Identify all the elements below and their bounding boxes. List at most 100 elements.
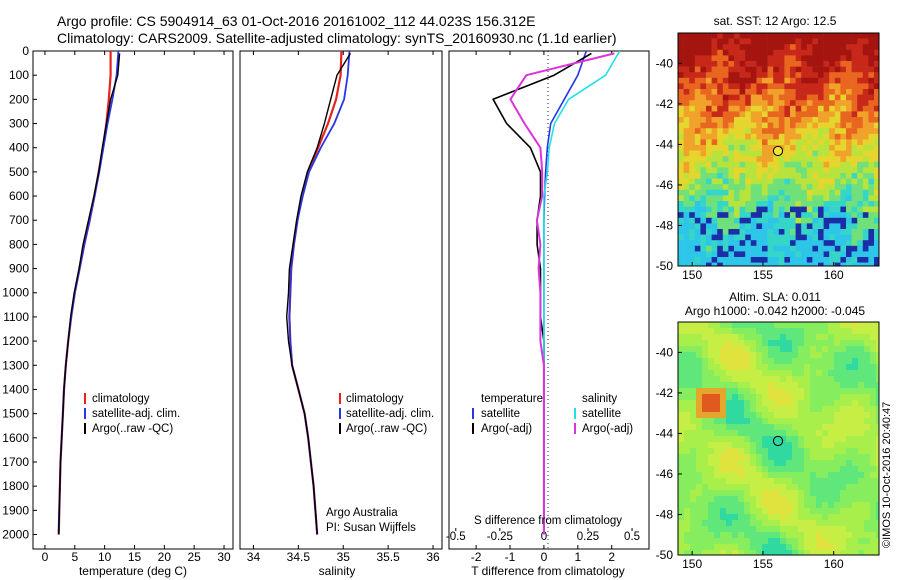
sla-cell [690, 424, 697, 431]
sst-cell [700, 139, 707, 146]
sla-cell [684, 526, 691, 533]
sla-cell [696, 550, 703, 556]
sla-cell [822, 340, 829, 347]
sla-cell [696, 400, 703, 407]
sst-cell [762, 262, 768, 267]
sst-cell [857, 234, 864, 241]
sla-cell [876, 496, 880, 503]
sst-cell [806, 128, 813, 135]
sst-cell [745, 217, 752, 224]
sla-cell [726, 436, 733, 443]
sst-cell [829, 38, 836, 45]
sla-cell [714, 520, 721, 527]
sst-cell [806, 173, 813, 179]
sla-cell [774, 484, 781, 491]
sla-cell [810, 430, 817, 437]
sst-cell [762, 44, 768, 51]
difference-line-2 [543, 50, 621, 535]
sst-cell [767, 89, 774, 95]
sla-cell [708, 352, 715, 359]
sla-cell [810, 550, 817, 556]
sla-cell [702, 442, 709, 449]
sst-cell [857, 223, 864, 230]
temperature-legend-climatology: climatology [92, 393, 150, 405]
sla-cell [870, 334, 877, 341]
sst-cell [694, 89, 701, 95]
sla-cell [714, 448, 721, 455]
sst-cell [756, 257, 763, 263]
sst-cell [767, 257, 774, 263]
sst-cell [778, 240, 785, 247]
sla-cell [864, 412, 871, 419]
sla-cell [744, 514, 751, 521]
sla-cell [810, 466, 817, 473]
sst-cell [778, 167, 785, 174]
sst-cell [689, 201, 696, 207]
sst-cell [722, 234, 729, 241]
sst-cell [767, 38, 774, 45]
sst-cell [689, 240, 696, 247]
sla-cell [702, 478, 709, 485]
sla-cell [834, 478, 841, 485]
sla-cell [780, 484, 787, 491]
sla-cell [696, 322, 703, 329]
sla-cell [852, 388, 859, 395]
sst-cell [739, 117, 746, 123]
sla-cell [756, 466, 763, 473]
sst-cell [840, 122, 847, 129]
sla-cell [726, 520, 733, 527]
sst-cell [812, 257, 819, 263]
sst-cell [762, 173, 768, 179]
sla-cell [876, 418, 880, 425]
sla-cell [804, 322, 811, 329]
sla-cell [756, 550, 763, 556]
sst-cell [868, 44, 875, 51]
sla-cell [714, 544, 721, 551]
sla-cell [876, 364, 880, 371]
sla-cell [786, 472, 793, 479]
sst-cell [750, 201, 757, 207]
sst-cell [857, 94, 864, 101]
sla-cell [684, 346, 691, 353]
sst-cell [717, 173, 724, 179]
sst-cell [846, 173, 852, 179]
sst-cell [806, 184, 813, 191]
sla-cell [738, 370, 745, 377]
sst-cell [762, 72, 768, 79]
sst-cell [700, 251, 707, 258]
sst-cell [773, 83, 780, 90]
sla-cell [684, 322, 691, 329]
sla-cell [732, 412, 739, 419]
sla-map-title2: Argo h1000: -0.042 h2000: -0.045 [685, 304, 865, 318]
sst-cell [773, 49, 780, 56]
sla-cell [732, 418, 739, 425]
sst-cell [750, 61, 757, 67]
sla-cell [714, 466, 721, 473]
sst-cell [694, 55, 701, 62]
sla-cell [768, 418, 775, 425]
sst-cell [678, 178, 684, 185]
sla-cell [840, 436, 847, 443]
sla-cell [678, 448, 685, 455]
sst-cell [689, 206, 696, 213]
sla-cell [762, 478, 769, 485]
sla-cell [762, 412, 769, 419]
sst-cell [773, 206, 780, 213]
sst-cell [767, 111, 774, 118]
sla-cell [786, 388, 793, 395]
sla-cell [822, 508, 829, 515]
sla-cell [702, 364, 709, 371]
sst-cell [806, 195, 813, 202]
sst-cell [795, 167, 802, 174]
sst-cell [728, 49, 735, 56]
sst-cell [734, 212, 740, 219]
s-tick-label: -0.25 [487, 531, 513, 543]
sla-cell [846, 376, 853, 383]
sst-cell [694, 223, 701, 230]
sst-cell [700, 173, 707, 179]
sla-cell [846, 508, 853, 515]
sst-cell [862, 234, 869, 241]
sst-cell [683, 38, 690, 45]
sst-cell [784, 189, 791, 196]
sst-cell [812, 262, 819, 267]
